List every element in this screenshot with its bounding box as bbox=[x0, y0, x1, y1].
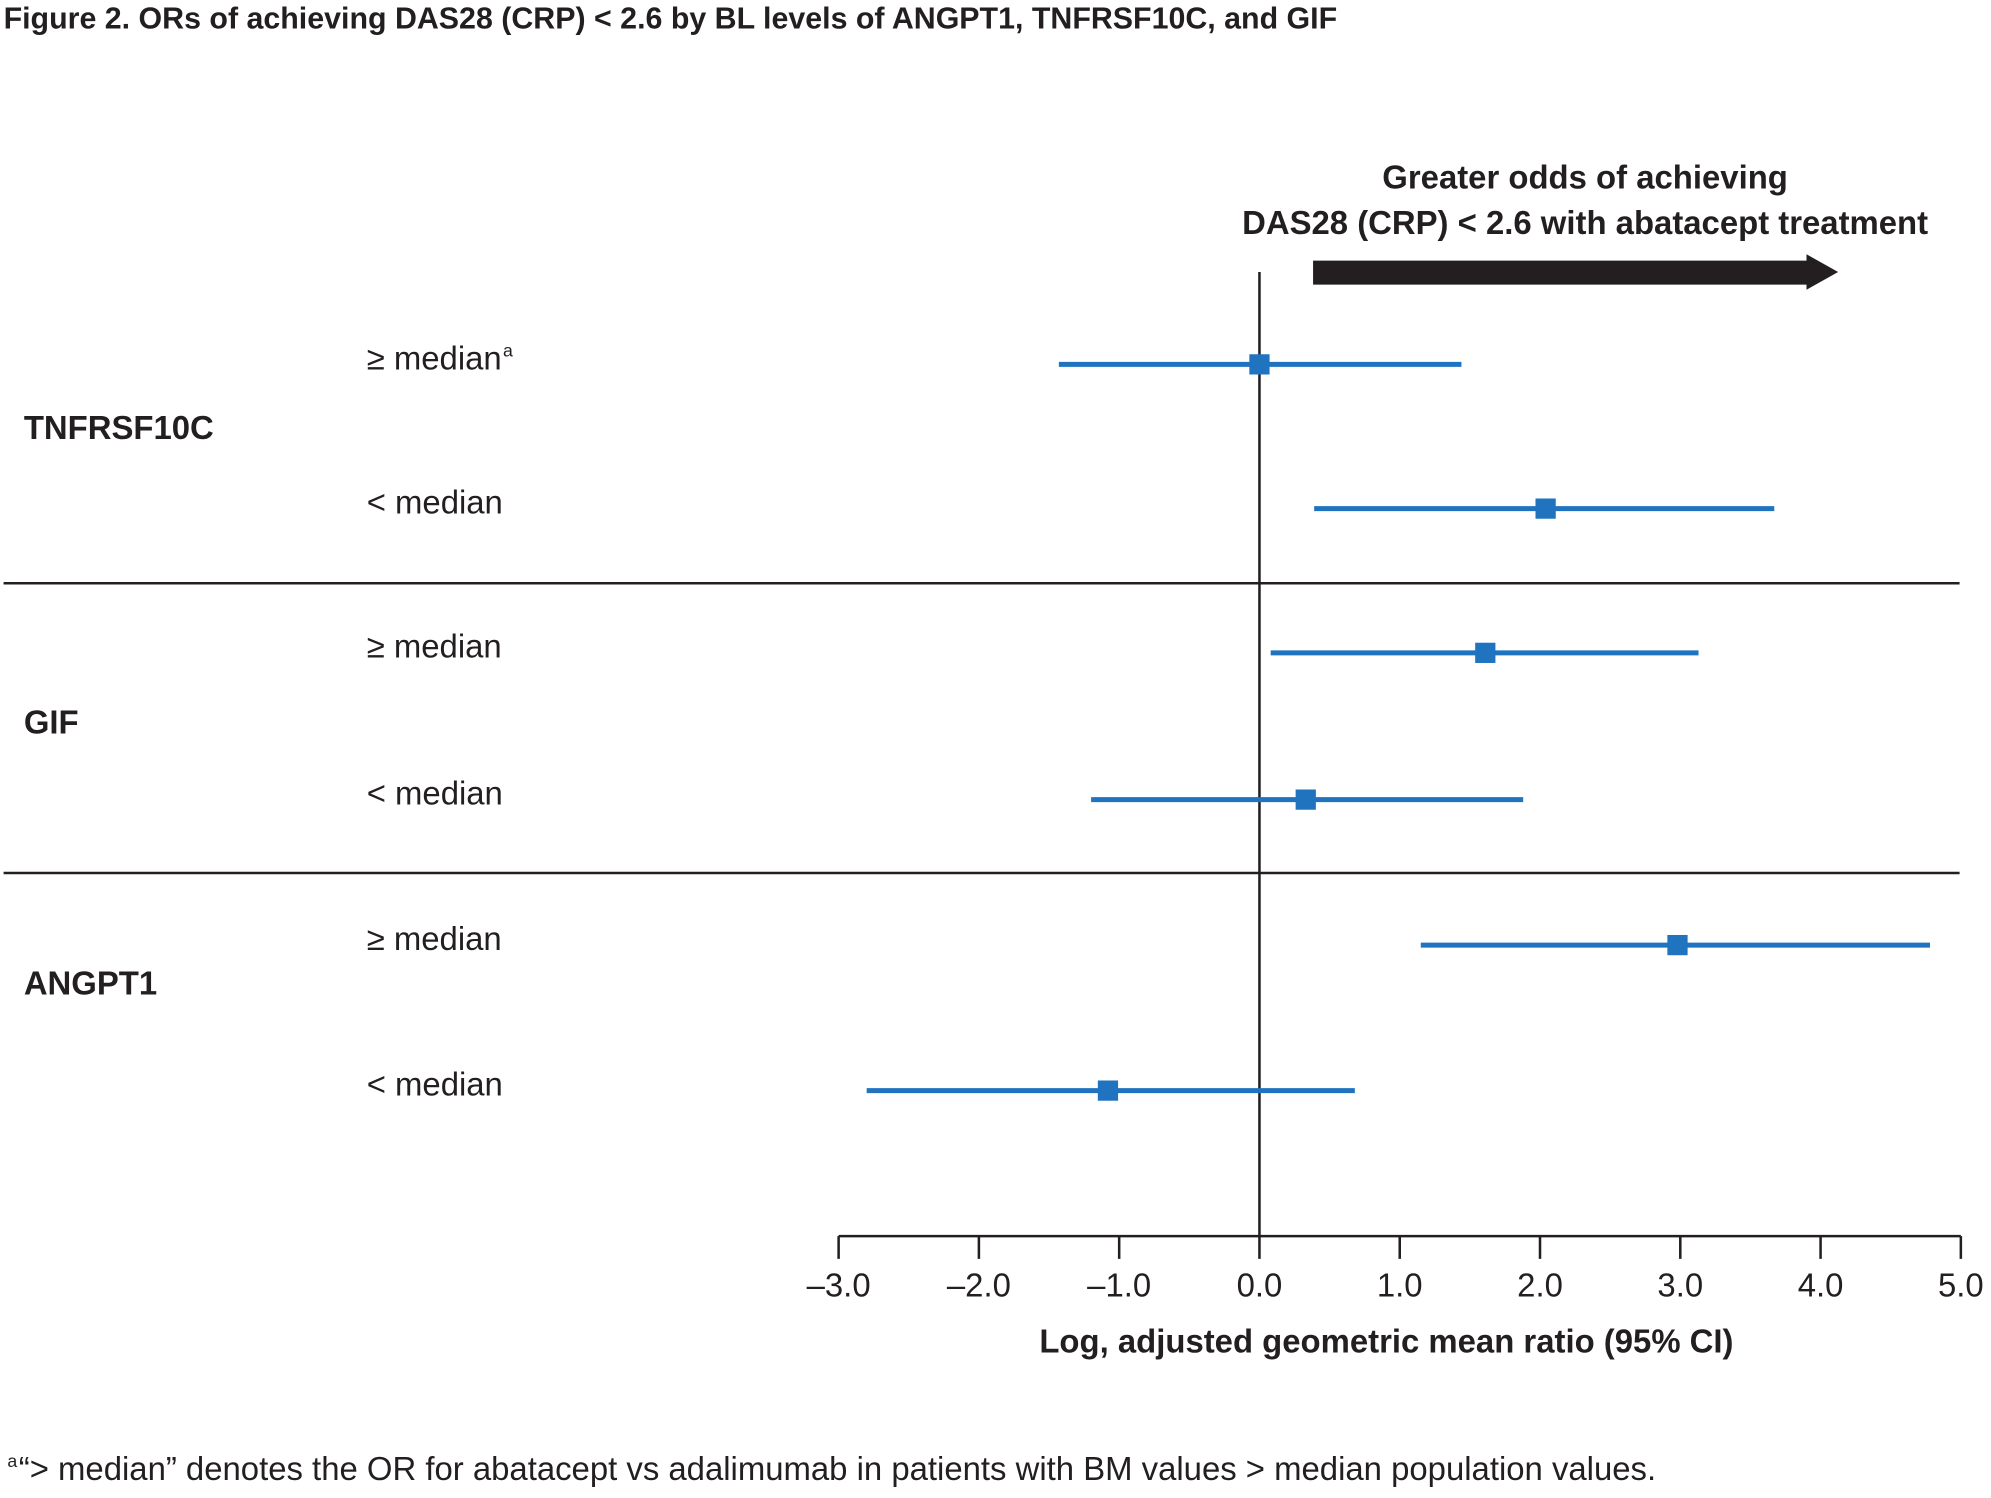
point-estimate bbox=[1475, 642, 1496, 663]
x-tick-label: 5.0 bbox=[1938, 1267, 1984, 1304]
row-label: ≥ median bbox=[367, 628, 502, 665]
row-label: ≥ median bbox=[367, 339, 502, 376]
x-tick-label: –2.0 bbox=[947, 1267, 1011, 1304]
x-tick-label: 2.0 bbox=[1517, 1267, 1563, 1304]
row-label: < median bbox=[367, 484, 503, 521]
x-tick-label: 3.0 bbox=[1657, 1267, 1703, 1304]
group-label: GIF bbox=[24, 704, 79, 741]
x-tick-label: –1.0 bbox=[1087, 1267, 1151, 1304]
chart-title: Figure 2. ORs of achieving DAS28 (CRP) <… bbox=[4, 2, 1338, 35]
group-label: ANGPT1 bbox=[24, 964, 157, 1001]
point-estimate bbox=[1667, 934, 1688, 956]
annotation: DAS28 (CRP) < 2.6 with abatacept treatme… bbox=[1242, 204, 1928, 241]
point-estimate bbox=[1535, 498, 1556, 519]
group-label: TNFRSF10C bbox=[24, 409, 214, 446]
label-marker: a bbox=[503, 340, 513, 360]
x-tick-label: 0.0 bbox=[1237, 1267, 1283, 1304]
direction-arrow bbox=[1313, 254, 1839, 290]
x-axis-title: Log, adjusted geometric mean ratio (95% … bbox=[1039, 1322, 1733, 1359]
x-tick-label: –3.0 bbox=[807, 1267, 871, 1304]
footnote: “> median” denotes the OR for abatacept … bbox=[19, 1450, 1656, 1487]
x-tick-label: 1.0 bbox=[1377, 1267, 1423, 1304]
annotation: Greater odds of achieving bbox=[1382, 158, 1788, 195]
row-label: ≥ median bbox=[367, 920, 502, 957]
footnote-marker: a bbox=[7, 1451, 17, 1471]
row-label: < median bbox=[367, 775, 503, 812]
x-tick-label: 4.0 bbox=[1798, 1267, 1844, 1304]
point-estimate bbox=[1097, 1080, 1119, 1101]
row-label: < median bbox=[367, 1065, 503, 1102]
point-estimate bbox=[1249, 354, 1270, 375]
point-estimate bbox=[1295, 789, 1316, 810]
